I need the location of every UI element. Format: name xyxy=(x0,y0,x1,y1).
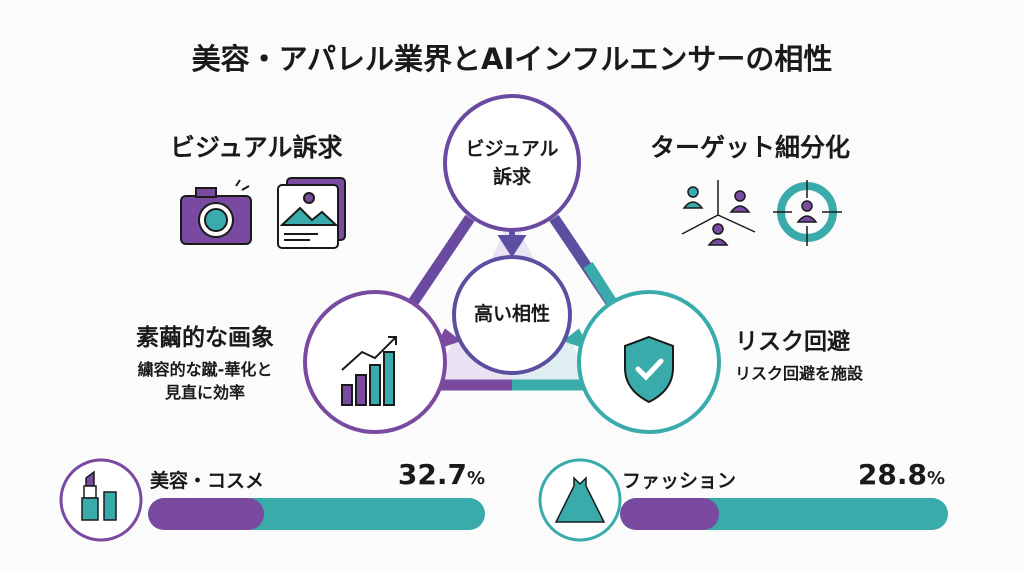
stat-value-fashion: 28.8% xyxy=(790,458,945,491)
stat-unit: % xyxy=(466,468,485,489)
target-person-icon xyxy=(773,180,842,246)
left-line-1: 繍容的な蹴-華化と xyxy=(137,360,273,379)
target-segmentation-heading: ターゲット細分化 xyxy=(650,133,851,162)
stat-bar-fill xyxy=(148,498,264,530)
right-line-1: リスク回避を施設 xyxy=(735,364,864,383)
visual-appeal-heading: ビジュアル訴求 xyxy=(170,133,343,162)
audience-segments-icon xyxy=(681,180,756,246)
node-center xyxy=(452,255,572,375)
stat-value-beauty: 32.7% xyxy=(330,458,485,491)
right-text-block: リスク回避 リスク回避を施設 xyxy=(735,322,863,385)
image-gallery-icon xyxy=(277,177,346,249)
left-heading: 素繭的な画象 xyxy=(136,325,274,351)
left-text-block: 素繭的な画象 繍容的な蹴-華化と 見直に効率 xyxy=(105,318,305,404)
dress-icon xyxy=(554,476,606,523)
node-top xyxy=(443,94,581,232)
stat-bar-beauty xyxy=(148,498,485,530)
shield-check-icon xyxy=(624,335,674,404)
page-title: 美容・アパレル業界とAIインフルエンサーの相性 xyxy=(191,42,833,76)
growth-chart-icon xyxy=(341,336,397,406)
stat-number: 28.8 xyxy=(857,458,927,491)
node-center-label: 高い相性 xyxy=(473,303,550,325)
stat-number: 32.7 xyxy=(397,458,467,491)
node-top-label: ビジュアル 訴求 xyxy=(465,138,559,188)
stat-label-beauty: 美容・コスメ xyxy=(150,470,265,492)
stat-label-fashion: ファッション xyxy=(622,470,737,492)
lipstick-badge xyxy=(59,458,143,542)
edge-left xyxy=(403,214,475,314)
stat-bar-fill xyxy=(620,498,720,530)
stat-bar-fashion xyxy=(620,498,948,530)
left-line-2: 見直に効率 xyxy=(164,383,245,402)
camera-icon xyxy=(180,179,252,245)
stat-unit: % xyxy=(926,468,945,489)
arrow-down-icon xyxy=(497,230,527,258)
node-left xyxy=(303,290,447,434)
right-heading: リスク回避 xyxy=(735,329,850,355)
lipstick-icon xyxy=(81,470,117,521)
